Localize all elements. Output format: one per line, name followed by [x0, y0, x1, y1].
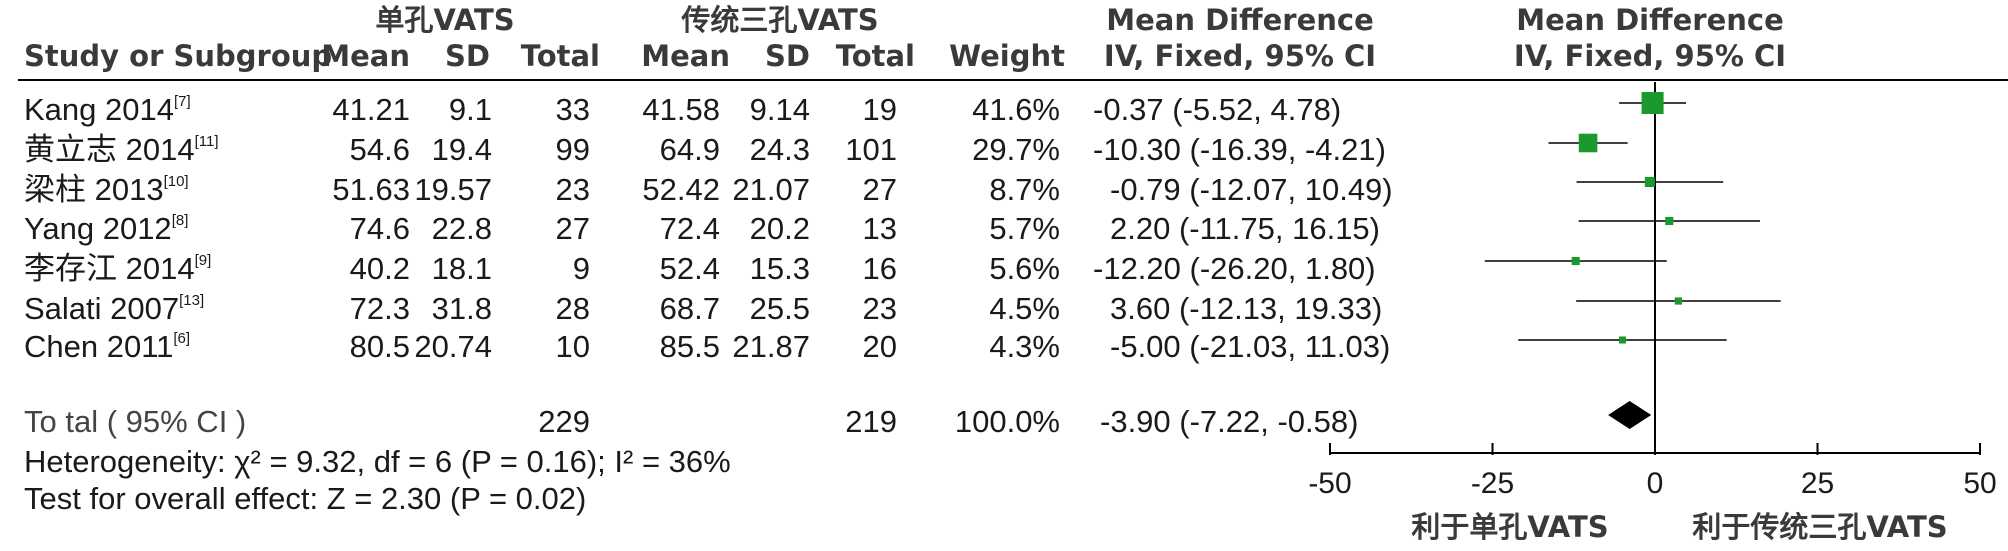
x-tick-label: -25 — [1471, 467, 1514, 500]
x-tick-label: -50 — [1308, 467, 1351, 500]
overall-diamond — [1608, 401, 1651, 429]
study-box — [1619, 336, 1626, 343]
study-box — [1642, 92, 1664, 114]
x-tick-label: 25 — [1801, 467, 1834, 500]
study-box — [1675, 297, 1682, 304]
study-box — [1645, 177, 1655, 187]
x-tick-label: 0 — [1647, 467, 1664, 500]
x-tick-label: 50 — [1963, 467, 1996, 500]
study-box — [1579, 134, 1598, 153]
study-box — [1572, 257, 1580, 265]
study-box — [1665, 217, 1673, 225]
